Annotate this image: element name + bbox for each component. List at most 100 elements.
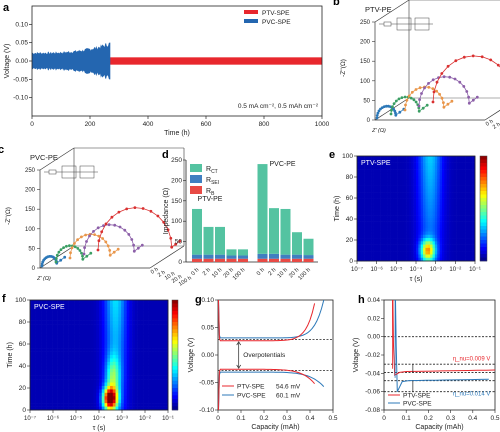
heatmap-cell	[49, 403, 53, 407]
heatmap-cell	[129, 334, 133, 339]
heatmap-cell	[162, 334, 166, 339]
heatmap-cell	[439, 247, 443, 252]
heatmap-cell	[107, 344, 111, 349]
heatmap-cell	[132, 399, 136, 404]
heatmap-cell	[470, 182, 473, 186]
heatmap-cell	[375, 205, 379, 209]
heatmap-cell	[453, 251, 457, 255]
heatmap-cell	[85, 300, 89, 304]
heatmap-cell	[151, 327, 155, 332]
heatmap-cell	[74, 355, 78, 359]
heatmap-cell	[375, 254, 379, 259]
heatmap-cell	[76, 385, 80, 390]
heatmap-cell	[368, 162, 372, 167]
heatmap-cell	[434, 241, 438, 245]
heatmap-cell	[129, 368, 133, 373]
heatmap-cell	[449, 201, 452, 206]
heatmap-cell	[30, 320, 34, 325]
heatmap-cell	[54, 365, 58, 370]
heatmap-cell	[93, 341, 97, 345]
heatmap-cell	[68, 306, 72, 311]
heatmap-cell	[90, 348, 94, 352]
heatmap-cell	[439, 175, 443, 180]
heatmap-cell	[437, 211, 440, 216]
colorbar-cell	[172, 347, 178, 352]
heatmap-cell	[82, 337, 86, 342]
heatmap-cell	[399, 234, 403, 239]
heatmap-cell	[143, 324, 147, 328]
heatmap-cell	[38, 300, 42, 304]
heatmap-cell	[115, 365, 119, 370]
heatmap-cell	[387, 211, 391, 216]
heatmap-cell	[104, 382, 108, 387]
heatmap-cell	[99, 344, 103, 349]
heatmap-cell	[104, 341, 108, 345]
heatmap-cell	[57, 375, 61, 380]
heatmap-cell	[472, 175, 476, 180]
heatmap-cell	[427, 185, 431, 190]
heatmap-cell	[458, 156, 462, 160]
heatmap-cell	[52, 358, 56, 363]
heatmap-cell	[390, 205, 393, 209]
heatmap-cell	[371, 247, 374, 252]
heatmap-cell	[411, 162, 414, 167]
heatmap-cell	[134, 306, 138, 311]
nyquist-point	[130, 238, 134, 241]
heatmap-cell	[456, 192, 459, 196]
heatmap-cell	[375, 195, 379, 199]
heatmap-cell	[427, 156, 431, 160]
heatmap-cell	[101, 334, 105, 339]
heatmap-cell	[126, 399, 130, 404]
heatmap-cell	[71, 344, 75, 349]
heatmap-cell	[399, 192, 403, 196]
heatmap-cell	[165, 317, 169, 321]
heatmap-cell	[364, 165, 367, 170]
nyquist-point	[446, 64, 450, 68]
heatmap-cell	[420, 162, 424, 167]
heatmap-cell	[413, 241, 417, 245]
heatmap-cell	[118, 300, 122, 304]
heatmap-cell	[118, 310, 122, 315]
heatmap-cell	[38, 406, 42, 411]
heatmap-cell	[451, 238, 455, 242]
heatmap-cell	[145, 372, 149, 376]
heatmap-cell	[41, 317, 45, 321]
heatmap-cell	[460, 162, 464, 167]
heatmap-cell	[110, 396, 114, 400]
heatmap-cell	[49, 392, 53, 397]
heatmap-cell	[392, 198, 396, 203]
heatmap-cell	[444, 175, 447, 180]
heatmap-cell	[444, 169, 447, 173]
heatmap-cell	[32, 351, 36, 356]
heatmap-cell	[382, 231, 386, 236]
heatmap-cell	[115, 303, 119, 308]
heatmap-cell	[416, 254, 419, 259]
heatmap-cell	[387, 192, 391, 196]
heatmap-cell	[148, 389, 152, 394]
heatmap-cell	[406, 224, 410, 229]
colorbar-cell	[480, 156, 487, 160]
heatmap-cell	[451, 254, 455, 259]
heatmap-cell	[366, 172, 370, 176]
heatmap-cell	[451, 188, 455, 193]
colorbar	[479, 155, 488, 262]
heatmap-cell	[140, 379, 144, 383]
heatmap-cell	[387, 205, 391, 209]
heatmap-cell	[65, 313, 69, 318]
heatmap-cell	[387, 195, 391, 199]
heatmap-cell	[57, 403, 61, 407]
heatmap-f	[30, 300, 169, 411]
heatmap-cell	[74, 396, 78, 400]
heatmap-cell	[96, 372, 100, 376]
heatmap-cell	[54, 341, 58, 345]
heatmap-cell	[382, 169, 386, 173]
heatmap-cell	[434, 221, 438, 226]
y-tick-label: 0.00	[15, 58, 28, 65]
heatmap-cell	[399, 247, 403, 252]
heatmap-cell	[467, 218, 471, 222]
heatmap-cell	[112, 334, 116, 339]
heatmap-cell	[99, 334, 103, 339]
heatmap-cell	[430, 182, 433, 186]
heatmap-cell	[96, 348, 100, 352]
heatmap-cell	[439, 211, 443, 216]
